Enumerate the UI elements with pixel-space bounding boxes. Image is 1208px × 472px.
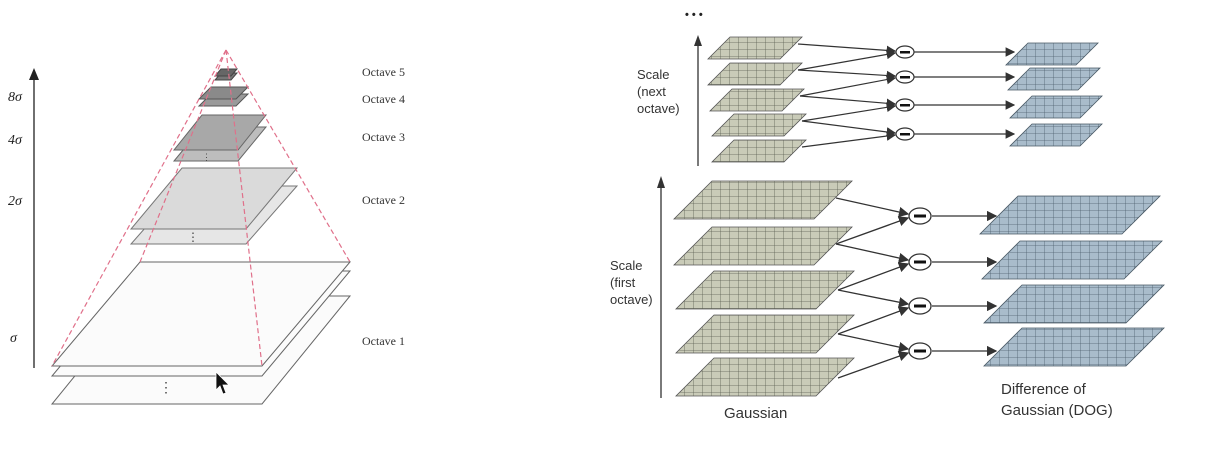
first-dog-layer-1 — [979, 195, 1161, 235]
octave5-layer-top — [213, 68, 239, 77]
scale-first-label-line1: Scale — [610, 258, 643, 273]
first-octave-subtract-nodes — [908, 207, 932, 360]
scale-first-label-line2: (first — [610, 275, 636, 290]
next-gaussian-layer-3 — [709, 88, 805, 112]
octave1-label: Octave 1 — [362, 334, 405, 348]
next-dog-layer-3 — [1009, 95, 1103, 119]
dog-diagram: • • • Scale (next octave) Scale (first o… — [610, 9, 1165, 422]
octave1-layer-top — [50, 261, 352, 367]
scale-first-label-line3: octave) — [610, 292, 653, 307]
first-gaussian-layer-4 — [675, 314, 855, 354]
dog-label-line1: Difference of — [1001, 381, 1087, 398]
first-dog-layer-2 — [981, 240, 1163, 280]
next-gaussian-layer-4 — [711, 113, 807, 137]
next-dog-layer-4 — [1009, 123, 1103, 147]
octave3-dots: ⋮ — [202, 152, 211, 162]
octave1-dots: ⋮ — [159, 381, 173, 396]
first-dog-layer-4 — [983, 327, 1165, 367]
top-ellipsis: • • • — [685, 9, 703, 21]
next-octave-subtract-nodes — [895, 45, 915, 141]
first-dog-layer-3 — [983, 284, 1165, 324]
next-octave-arrows — [797, 43, 1016, 148]
scale-next-label-line1: Scale — [637, 67, 670, 82]
first-gaussian-layer-2 — [673, 226, 853, 266]
gaussian-label: Gaussian — [724, 405, 787, 422]
first-gaussian-layer-3 — [675, 270, 855, 310]
axis-tick-2sigma: 2σ — [8, 194, 23, 209]
octave4-label: Octave 4 — [362, 92, 405, 106]
scale-next-label-line3: octave) — [637, 101, 680, 116]
next-dog-layer-1 — [1005, 42, 1099, 66]
scale-next-label-line2: (next — [637, 84, 666, 99]
axis-tick-sigma: σ — [10, 331, 18, 346]
next-gaussian-layer-1 — [707, 36, 803, 60]
scale-first-axis-arrow-icon — [657, 176, 665, 188]
pyramid-outline — [51, 49, 351, 367]
octave2-dots: ⋮ — [187, 230, 199, 244]
next-gaussian-layer-5 — [711, 139, 807, 163]
octave5-label: Octave 5 — [362, 65, 405, 79]
axis-tick-8sigma: 8σ — [8, 90, 23, 105]
next-dog-layer-2 — [1007, 67, 1101, 91]
octave3-label: Octave 3 — [362, 130, 405, 144]
next-gaussian-layer-2 — [707, 62, 803, 86]
scale-axis-arrow-icon — [29, 68, 39, 80]
pyramid-diagram: 8σ 4σ 2σ σ ⋮ ⋮ ⋮ Octave 5 Octave — [8, 49, 405, 405]
next-octave-gaussian-stack — [707, 36, 807, 163]
scale-next-axis-arrow-icon — [694, 35, 702, 46]
first-octave-gaussian-stack — [673, 180, 855, 397]
octave3-layer-top — [172, 114, 268, 151]
first-gaussian-layer-1 — [673, 180, 853, 220]
first-gaussian-layer-5 — [675, 357, 855, 397]
octave2-label: Octave 2 — [362, 193, 405, 207]
first-octave-arrows — [835, 197, 998, 379]
axis-tick-4sigma: 4σ — [8, 133, 23, 148]
first-octave-dog-stack — [979, 195, 1165, 367]
next-octave-dog-stack — [1005, 42, 1103, 147]
octave2-layer-top — [129, 167, 299, 230]
dog-label-line2: Gaussian (DOG) — [1001, 402, 1113, 419]
mouse-cursor-icon — [215, 371, 230, 395]
